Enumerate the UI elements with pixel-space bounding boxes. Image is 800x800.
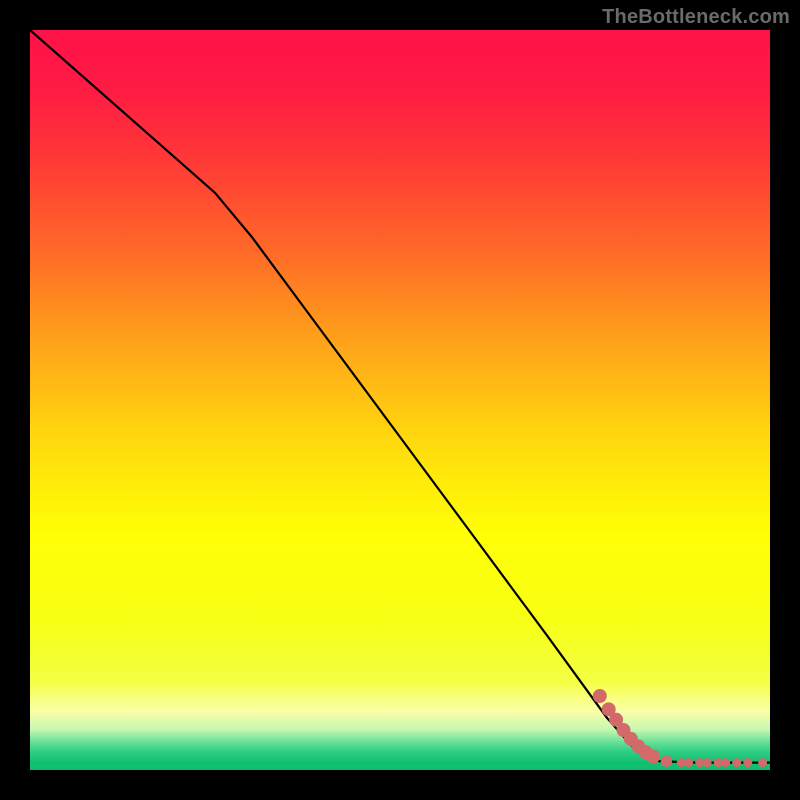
data-marker	[647, 750, 660, 763]
data-marker	[733, 759, 741, 767]
data-marker	[593, 690, 606, 703]
bottleneck-curve	[30, 30, 770, 763]
data-marker	[722, 759, 730, 767]
watermark-text: TheBottleneck.com	[602, 6, 790, 29]
data-marker	[677, 759, 685, 767]
data-marker	[714, 759, 722, 767]
chart-frame: TheBottleneck.com	[0, 0, 800, 800]
overlay-svg	[30, 30, 770, 770]
data-marker	[759, 759, 767, 767]
data-marker	[696, 759, 704, 767]
data-marker	[744, 759, 752, 767]
data-marker	[661, 756, 671, 766]
marker-group	[593, 690, 766, 767]
data-marker	[703, 759, 711, 767]
data-marker	[685, 759, 693, 767]
